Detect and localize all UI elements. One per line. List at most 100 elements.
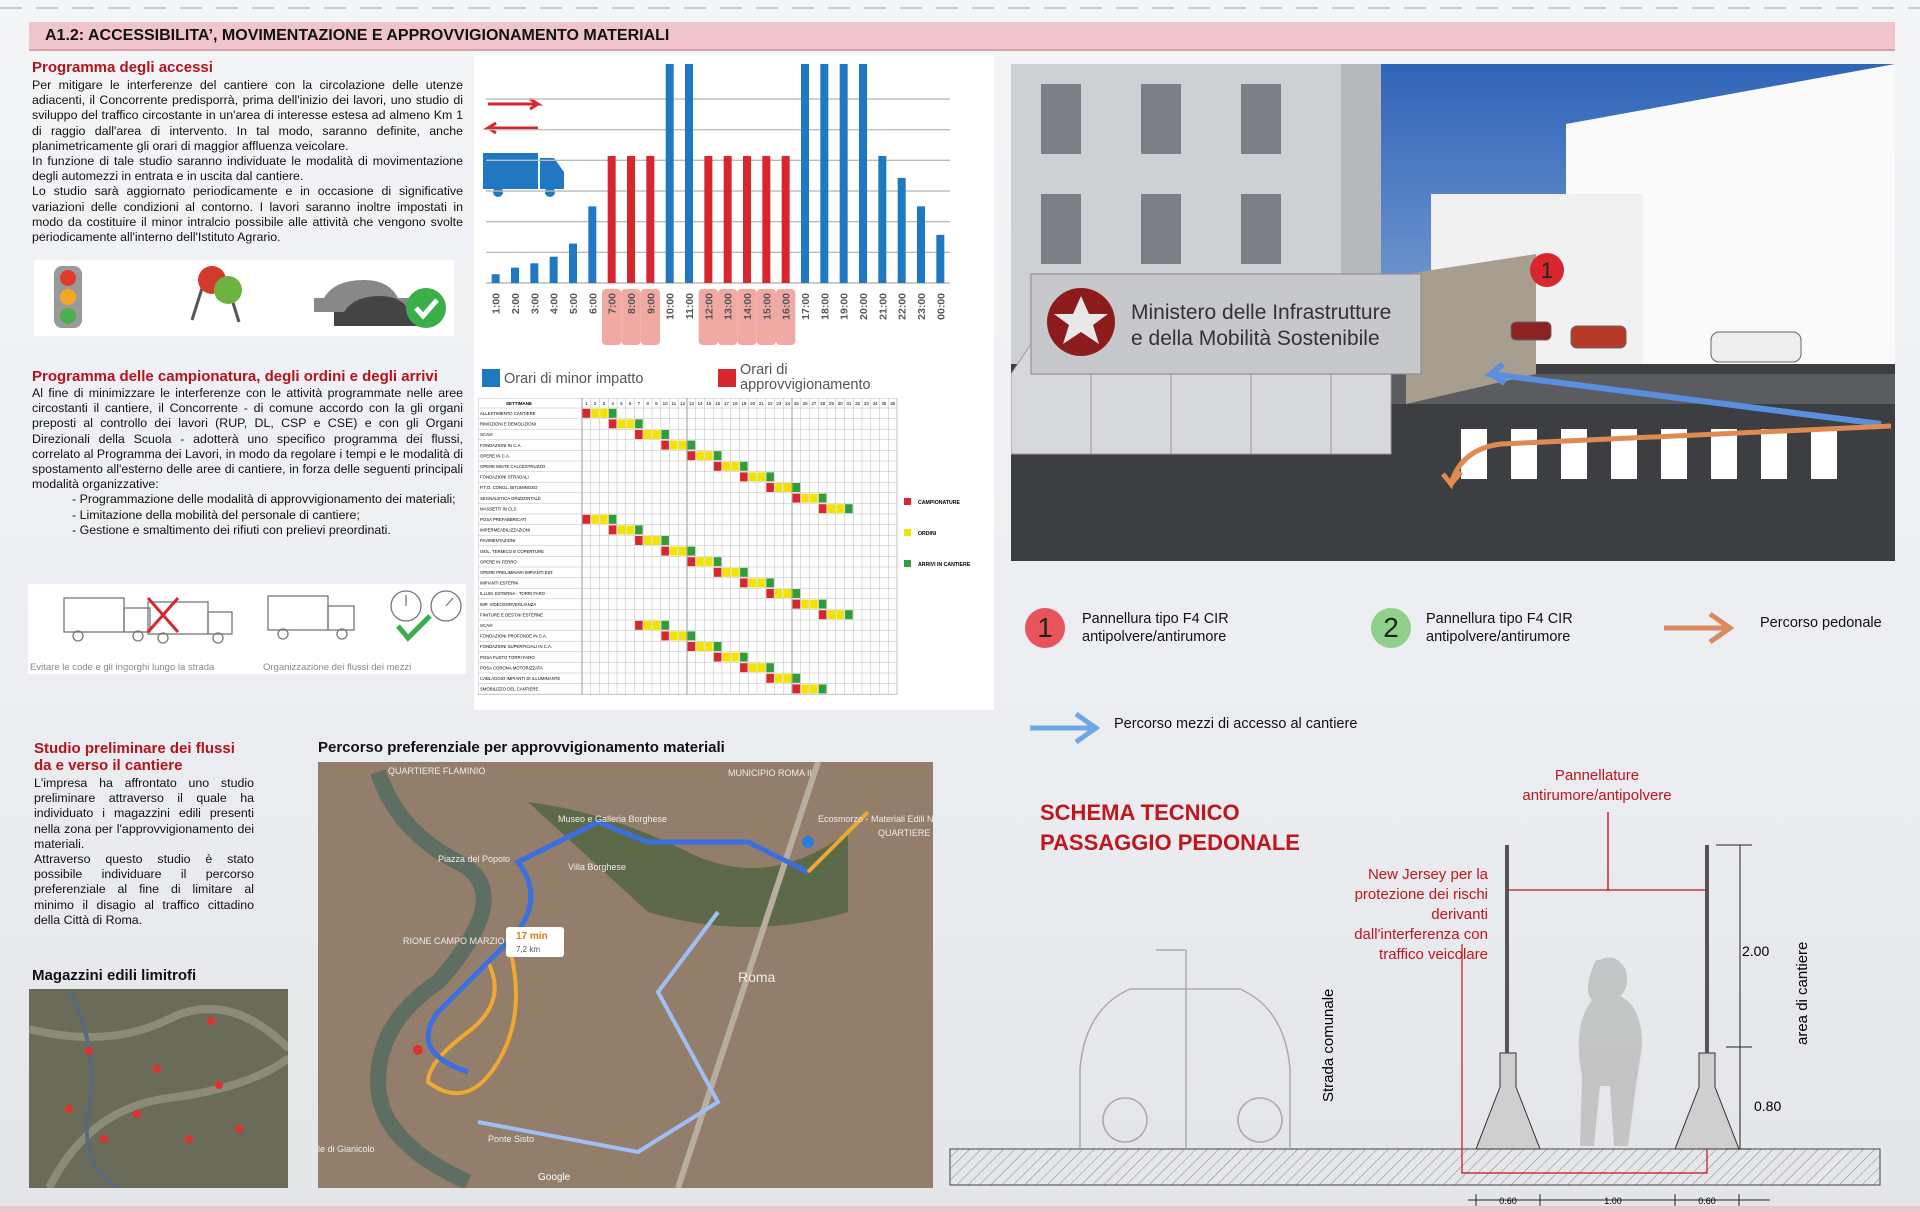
- dim-width: 1.00: [1604, 1196, 1622, 1206]
- paragraph: - Programmazione delle modalità di appro…: [72, 492, 456, 507]
- bar: [917, 206, 925, 283]
- line: antipolvere/antirumore: [1082, 629, 1227, 645]
- bar: [607, 155, 616, 283]
- week-number: 20: [750, 401, 756, 406]
- legend-swatch: [904, 560, 911, 567]
- study-text: L'impresa ha affrontato uno studio preli…: [34, 776, 254, 928]
- schedule-cell: [792, 483, 801, 492]
- warehouses-map: [29, 989, 288, 1188]
- week-number: 3: [603, 401, 606, 406]
- line: da e verso il cantiere: [34, 757, 183, 774]
- jersey-label: dall'interferenza con: [1354, 926, 1488, 943]
- schedule-cell: [810, 493, 818, 503]
- schedule-cell: [687, 451, 696, 461]
- legend-swatch: [482, 369, 500, 387]
- activity-label: POSA FUSTO TORRI FARO: [480, 655, 535, 660]
- schedule-cell: [845, 610, 853, 620]
- hour-highlight: [602, 289, 622, 345]
- schedule-cell: [722, 567, 731, 577]
- bar: [859, 64, 867, 283]
- section-drawing: Pannellature antirumore/antipolvere New …: [949, 767, 1881, 1206]
- map-label: Villa Borghese: [568, 862, 626, 872]
- schedule-cell: [661, 536, 669, 545]
- header-title: A1.2: ACCESSIBILITA’, MOVIMENTAZIONE E A…: [45, 27, 670, 44]
- week-number: 5: [620, 401, 623, 406]
- week-number: 28: [820, 401, 826, 406]
- week-number: 30: [838, 401, 844, 406]
- week-number: 22: [768, 401, 774, 406]
- map-label: Ecosmorzo - Materiali Edili Naturali: [818, 814, 933, 824]
- schedule-cell: [766, 472, 774, 482]
- schedule-cell: [818, 684, 827, 694]
- marker-2: 2: [1371, 608, 1411, 648]
- map-label: MUNICIPIO ROMA II: [728, 768, 812, 778]
- jersey-label: traffico veicolare: [1379, 946, 1488, 963]
- activity-label: RIMOZIONI E DEMOLIZIONI: [480, 422, 536, 427]
- week-number: 7: [638, 401, 641, 406]
- hour-highlight: [718, 289, 738, 345]
- legend-label: Orari di minor impatto: [504, 371, 644, 387]
- legend-label: ORDINI: [918, 531, 937, 537]
- x-tick-label: 3:00: [529, 293, 541, 314]
- bar: [801, 64, 809, 283]
- x-tick-label: 4:00: [549, 293, 561, 314]
- schedule-cell: [801, 493, 809, 503]
- x-tick-label: 14:00: [742, 293, 754, 320]
- header-bar: A1.2: ACCESSIBILITA’, MOVIMENTAZIONE E A…: [29, 22, 1895, 51]
- access-text: Per mitigare le interferenze del cantier…: [32, 78, 463, 245]
- schedule-cell: [748, 578, 757, 588]
- bar: [491, 274, 500, 283]
- week-number: 16: [715, 401, 721, 406]
- schedule-cell: [600, 408, 608, 418]
- activity-label: FINITURE E DEST.NI ESTERNE: [480, 612, 543, 617]
- week-number: 36: [890, 401, 896, 406]
- jersey-label: derivanti: [1431, 906, 1488, 923]
- week-number: 10: [663, 401, 669, 406]
- bar: [530, 263, 539, 283]
- schedule-cell: [687, 557, 696, 567]
- paragraph: Per mitigare le interferenze del cantier…: [32, 78, 463, 153]
- paragraph: Al fine di minimizzare le interferenze c…: [32, 386, 463, 492]
- map-label: RIONE CAMPO MARZIO: [403, 936, 505, 946]
- bar: [936, 234, 945, 283]
- schedule-cell: [643, 536, 652, 545]
- map-label: Piazza del Popolo: [438, 854, 510, 864]
- legend-label: CAMPIONATURE: [918, 500, 961, 506]
- legend-swatch: [718, 369, 736, 387]
- schedule-cell: [626, 419, 634, 429]
- week-number: 1: [585, 401, 588, 406]
- week-number: 4: [611, 401, 614, 406]
- sign-text: e della Mobilità Sostenibile: [1131, 327, 1380, 350]
- x-tick-label: 16:00: [781, 293, 793, 320]
- render-marker: 1: [1541, 258, 1553, 283]
- paragraph: - Limitazione della mobilità del persona…: [72, 507, 360, 522]
- x-tick-label: 6:00: [587, 293, 599, 314]
- traffic-chart: 1:00 2:00 3:00 4:00 5:00 6:00 7:00 8:00 9:00 10:0…: [482, 64, 950, 345]
- schedule-cell: [635, 430, 643, 439]
- schedule-cell: [643, 430, 652, 439]
- schedule-cell: [757, 472, 766, 482]
- schedule-cell: [652, 430, 661, 439]
- study-title: Studio preliminare dei flussi da e verso …: [34, 740, 235, 774]
- campionature-title: Programma delle campionatura, degli ordi…: [32, 368, 438, 385]
- schedule-cell: [740, 578, 748, 588]
- week-number: 15: [706, 401, 712, 406]
- map-label: Roma: [738, 969, 776, 985]
- schedule-cell: [626, 525, 634, 535]
- schedule-cell: [783, 673, 792, 683]
- schedule-cell: [818, 493, 827, 503]
- x-tick-label: 8:00: [626, 293, 638, 314]
- schedule-cell: [740, 652, 748, 662]
- x-tick-label: 23:00: [916, 293, 928, 320]
- schedule-cell: [810, 599, 818, 609]
- bar: [820, 64, 829, 283]
- week-number: 12: [680, 401, 686, 406]
- site-label: area di cantiere: [1794, 942, 1811, 1045]
- activity-label: IMPIANTI ESTERNI: [480, 581, 518, 586]
- schedule-cell: [670, 546, 678, 556]
- x-tick-label: 20:00: [858, 293, 870, 320]
- activity-label: FONDAZIONI SUPERFICIALI IN C.A.: [480, 644, 552, 649]
- schedule-cell: [836, 610, 844, 620]
- dim-width: 0.60: [1499, 1196, 1517, 1206]
